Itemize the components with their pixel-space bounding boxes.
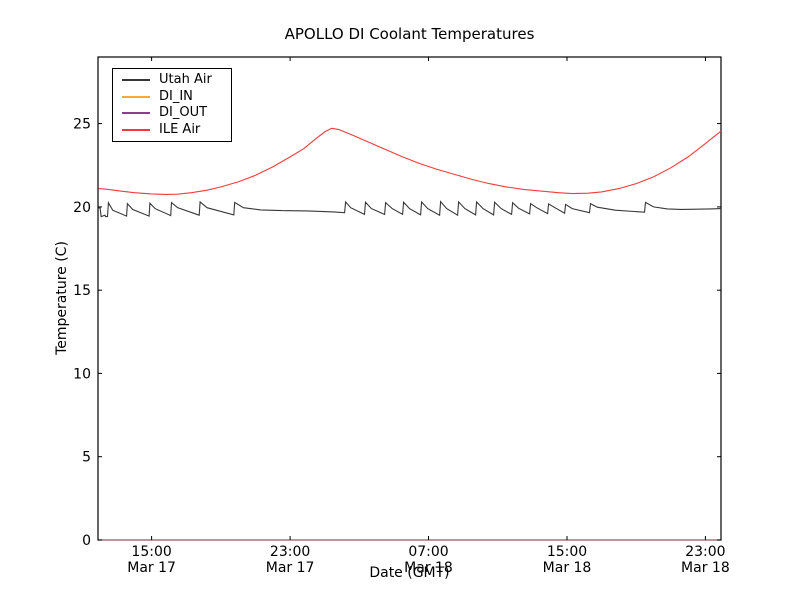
legend-line-swatch xyxy=(122,128,150,131)
legend: Utah Air DI_IN DI_OUT ILE Air xyxy=(112,68,232,142)
y-tick-label: 10 xyxy=(73,366,91,382)
legend-line-swatch xyxy=(122,112,150,115)
x-tick-label-time: 15:00 xyxy=(547,544,587,560)
legend-item-ile-air: ILE Air xyxy=(122,122,231,139)
y-tick-label: 5 xyxy=(82,450,91,466)
legend-line-swatch xyxy=(122,95,150,98)
series-line-utah-air xyxy=(98,200,722,218)
x-tick-label-date: Mar 18 xyxy=(681,560,730,576)
x-tick-label-time: 23:00 xyxy=(685,544,725,560)
y-tick-label: 25 xyxy=(73,117,91,133)
legend-label: DI_IN xyxy=(159,88,193,104)
y-tick-label: 15 xyxy=(73,283,91,299)
legend-label: DI_OUT xyxy=(159,105,208,121)
x-tick-label-date: Mar 17 xyxy=(266,560,315,576)
x-tick-label-date: Mar 18 xyxy=(404,560,453,576)
legend-label: ILE Air xyxy=(159,121,201,137)
x-tick-label-time: 23:00 xyxy=(270,544,310,560)
x-tick-label-date: Mar 18 xyxy=(543,560,592,576)
x-axis-label: Date (GMT) xyxy=(369,565,450,581)
series-line-ile-air xyxy=(98,127,722,195)
x-tick-label-date: Mar 17 xyxy=(127,560,176,576)
x-tick-label-time: 15:00 xyxy=(131,544,171,560)
x-tick-label-time: 07:00 xyxy=(408,544,448,560)
y-tick-label: 20 xyxy=(73,200,91,216)
legend-item-di-out: DI_OUT xyxy=(122,105,231,122)
legend-item-di-in: DI_IN xyxy=(122,89,231,106)
legend-item-utah-air: Utah Air xyxy=(122,72,231,89)
chart-title: APOLLO DI Coolant Temperatures xyxy=(284,25,535,43)
y-tick-label: 0 xyxy=(82,533,91,549)
legend-line-swatch xyxy=(122,79,150,82)
legend-label: Utah Air xyxy=(159,72,212,88)
